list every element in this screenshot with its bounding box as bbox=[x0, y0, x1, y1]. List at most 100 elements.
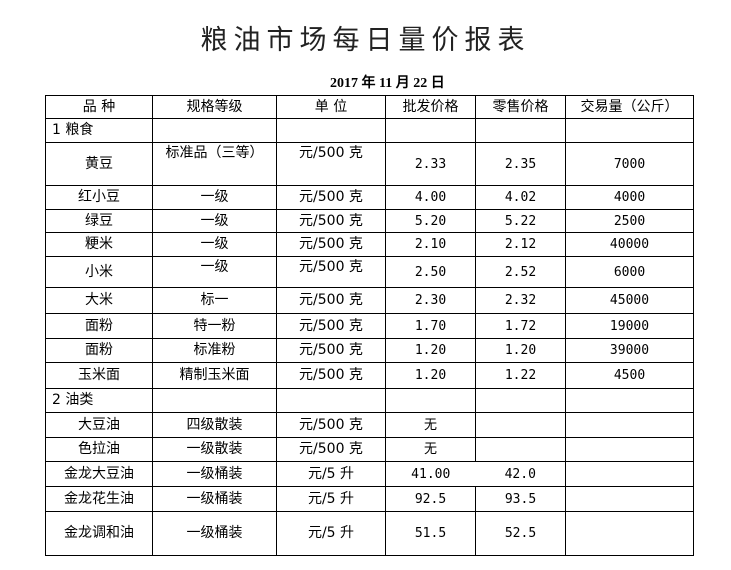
wholesale-price-cell: 2.30 bbox=[385, 287, 476, 314]
name-cell: 玉米面 bbox=[45, 362, 153, 389]
table-row: 金龙花生油 一级桶装 元/5 升 92.5 93.5 bbox=[45, 486, 694, 512]
empty-cell bbox=[565, 118, 694, 143]
unit-cell: 元/500 克 bbox=[276, 338, 386, 363]
name-cell: 大米 bbox=[45, 287, 153, 314]
retail-price-cell: 2.32 bbox=[475, 287, 566, 314]
table-row: 黄豆 标准品（三等） 元/500 克 2.33 2.35 7000 bbox=[45, 142, 694, 186]
report-title: 粮油市场每日量价报表 bbox=[200, 25, 531, 56]
volume-cell: 4500 bbox=[565, 362, 694, 389]
volume-cell: 39000 bbox=[565, 338, 694, 363]
grade-cell: 一级桶装 bbox=[152, 486, 277, 512]
section-label: 2 油类 bbox=[45, 388, 153, 413]
table-row: 绿豆 一级 元/500 克 5.20 5.22 2500 bbox=[45, 209, 694, 233]
header-row: 品 种 规格等级 单 位 批发价格 零售价格 交易量（公斤） bbox=[45, 95, 694, 119]
volume-cell: 19000 bbox=[565, 313, 694, 339]
retail-price-cell: 2.12 bbox=[475, 232, 566, 257]
unit-cell: 元/500 克 bbox=[276, 412, 386, 438]
grade-cell: 一级 bbox=[152, 256, 277, 288]
wholesale-price-cell: 2.50 bbox=[385, 256, 476, 288]
retail-price-cell bbox=[475, 437, 566, 462]
volume-cell bbox=[565, 511, 694, 556]
grade-cell: 标一 bbox=[152, 287, 277, 314]
unit-cell: 元/500 克 bbox=[276, 313, 386, 339]
wholesale-price-cell: 92.5 bbox=[385, 486, 476, 512]
header-cell: 批发价格 bbox=[385, 95, 476, 119]
empty-cell bbox=[475, 388, 566, 413]
name-cell: 大豆油 bbox=[45, 412, 153, 438]
grade-cell: 一级桶装 bbox=[152, 461, 277, 487]
name-cell: 金龙大豆油 bbox=[45, 461, 153, 487]
table-row: 玉米面 精制玉米面 元/500 克 1.20 1.22 4500 bbox=[45, 362, 694, 389]
header-cell: 规格等级 bbox=[152, 95, 277, 119]
header-cell: 单 位 bbox=[276, 95, 386, 119]
report-date: 2017 年 11 月 22 日 bbox=[330, 76, 445, 91]
grade-cell: 标准品（三等） bbox=[152, 142, 277, 186]
unit-cell: 元/500 克 bbox=[276, 209, 386, 233]
volume-cell: 45000 bbox=[565, 287, 694, 314]
unit-cell: 元/500 克 bbox=[276, 185, 386, 210]
grade-cell: 一级散装 bbox=[152, 437, 277, 462]
wholesale-price-cell: 2.10 bbox=[385, 232, 476, 257]
volume-cell bbox=[565, 437, 694, 462]
table-row: 金龙大豆油 一级桶装 元/5 升 41.00 42.0 bbox=[45, 461, 694, 487]
name-cell: 金龙调和油 bbox=[45, 511, 153, 556]
empty-cell bbox=[276, 118, 386, 143]
table-row: 面粉 标准粉 元/500 克 1.20 1.20 39000 bbox=[45, 338, 694, 363]
name-cell: 黄豆 bbox=[45, 142, 153, 186]
grade-cell: 特一粉 bbox=[152, 313, 277, 339]
wholesale-price-cell: 1.20 bbox=[385, 338, 476, 363]
empty-cell bbox=[152, 118, 277, 143]
unit-cell: 元/500 克 bbox=[276, 362, 386, 389]
unit-cell: 元/5 升 bbox=[276, 461, 386, 487]
retail-price-cell: 5.22 bbox=[475, 209, 566, 233]
retail-price-cell: 1.22 bbox=[475, 362, 566, 389]
table-row: 色拉油 一级散装 元/500 克无 bbox=[45, 437, 694, 462]
volume-cell: 2500 bbox=[565, 209, 694, 233]
name-cell: 小米 bbox=[45, 256, 153, 288]
empty-cell bbox=[152, 388, 277, 413]
volume-cell: 7000 bbox=[565, 142, 694, 186]
grade-cell: 一级 bbox=[152, 232, 277, 257]
volume-cell: 40000 bbox=[565, 232, 694, 257]
wholesale-price-cell: 无 bbox=[385, 412, 476, 438]
price-table: 品 种 规格等级 单 位 批发价格 零售价格 交易量（公斤） 1 粮食 黄豆 标准品… bbox=[45, 95, 694, 556]
grade-cell: 一级 bbox=[152, 185, 277, 210]
wholesale-price-cell: 4.00 bbox=[385, 185, 476, 210]
wholesale-price-cell: 1.70 bbox=[385, 313, 476, 339]
section-label: 1 粮食 bbox=[45, 118, 153, 143]
name-cell: 色拉油 bbox=[45, 437, 153, 462]
empty-cell bbox=[475, 118, 566, 143]
grade-cell: 一级 bbox=[152, 209, 277, 233]
section-row: 1 粮食 bbox=[45, 118, 694, 143]
grade-cell: 精制玉米面 bbox=[152, 362, 277, 389]
empty-cell bbox=[385, 118, 476, 143]
unit-cell: 元/500 克 bbox=[276, 232, 386, 257]
grade-cell: 标准粉 bbox=[152, 338, 277, 363]
name-cell: 粳米 bbox=[45, 232, 153, 257]
unit-cell: 元/5 升 bbox=[276, 511, 386, 556]
name-cell: 面粉 bbox=[45, 313, 153, 339]
table-row: 大米 标一 元/500 克 2.30 2.32 45000 bbox=[45, 287, 694, 314]
name-cell: 红小豆 bbox=[45, 185, 153, 210]
name-cell: 绿豆 bbox=[45, 209, 153, 233]
volume-cell bbox=[565, 486, 694, 512]
retail-price-cell: 2.52 bbox=[475, 256, 566, 288]
table-row: 大豆油 四级散装 元/500 克无 bbox=[45, 412, 694, 438]
unit-cell: 元/5 升 bbox=[276, 486, 386, 512]
header-cell: 零售价格 bbox=[475, 95, 566, 119]
wholesale-price-cell: 1.20 bbox=[385, 362, 476, 389]
retail-price-cell: 1.20 bbox=[475, 338, 566, 363]
wholesale-price-cell: 5.20 bbox=[385, 209, 476, 233]
retail-price-cell: 2.35 bbox=[475, 142, 566, 186]
volume-cell bbox=[565, 412, 694, 438]
table-row: 粳米 一级 元/500 克 2.10 2.12 40000 bbox=[45, 232, 694, 257]
grade-cell: 一级桶装 bbox=[152, 511, 277, 556]
unit-cell: 元/500 克 bbox=[276, 287, 386, 314]
table-row: 面粉 特一粉 元/500 克 1.70 1.72 19000 bbox=[45, 313, 694, 339]
volume-cell: 4000 bbox=[565, 185, 694, 210]
volume-cell: 6000 bbox=[565, 256, 694, 288]
name-cell: 面粉 bbox=[45, 338, 153, 363]
section-row: 2 油类 bbox=[45, 388, 694, 413]
retail-price-cell: 1.72 bbox=[475, 313, 566, 339]
table-row: 小米 一级 元/500 克 2.50 2.52 6000 bbox=[45, 256, 694, 288]
